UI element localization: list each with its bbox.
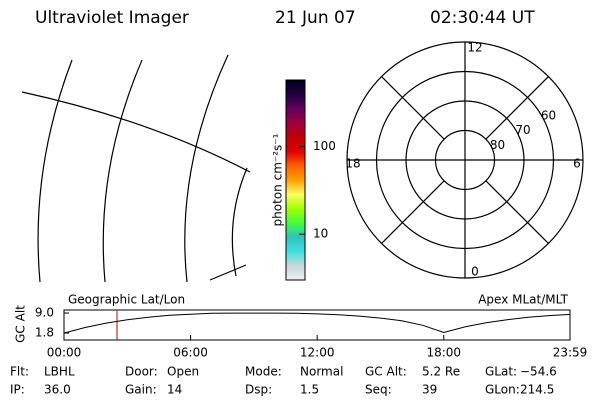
x-tick-label: 00:00 [47, 346, 82, 360]
meridian [102, 59, 143, 283]
lat-label: 60 [541, 108, 556, 122]
mlt-label: 0 [471, 265, 479, 279]
info-value: 5.2 Re [422, 365, 460, 379]
parallel [209, 264, 247, 281]
info-label: Mode: [245, 365, 282, 379]
info-label: GC Alt: [365, 365, 407, 379]
info-value: 36.0 [44, 383, 71, 397]
panel-label: Geographic Lat/Lon [68, 293, 185, 307]
info-label: GLon: [485, 383, 520, 397]
geo-grid [21, 54, 251, 283]
date: 21 Jun 07 [275, 8, 356, 28]
y-tick-label: 9.0 [35, 306, 54, 320]
info-value: 1.5 [300, 383, 319, 397]
info-label: IP: [10, 383, 25, 397]
x-tick-label: 12:00 [300, 346, 335, 360]
info-value: −54.6 [520, 365, 557, 379]
meridian [184, 54, 229, 283]
parallel [21, 91, 251, 173]
title: Ultraviolet Imager [35, 8, 189, 28]
mlt-spoke [485, 76, 549, 140]
mlt-spoke [381, 76, 445, 140]
x-tick-label: 18:00 [426, 346, 461, 360]
mlt-label: 12 [467, 41, 482, 55]
mlt-label: 6 [573, 157, 581, 171]
mlt-spoke [485, 180, 549, 244]
altitude-line [63, 312, 571, 334]
mlt-spoke [381, 180, 445, 244]
info-value: Normal [300, 365, 343, 379]
info-label: Seq: [365, 383, 392, 397]
panel-label: Apex MLat/MLT [478, 293, 568, 307]
meridian [231, 167, 248, 277]
colorbar [285, 79, 306, 281]
info-label: Dsp: [245, 383, 272, 397]
colorbar-tick-label: 100 [313, 139, 336, 153]
lat-label: 80 [490, 138, 505, 152]
info-value: 39 [422, 383, 437, 397]
y-axis-label: GC Alt [14, 305, 28, 343]
colorbar-tick-label: 10 [313, 227, 328, 241]
info-label: GLat: [485, 365, 517, 379]
lat-label: 70 [515, 123, 530, 137]
info-value: Open [167, 365, 199, 379]
y-tick-label: 1.8 [35, 326, 54, 340]
x-tick-label: 06:00 [173, 346, 208, 360]
info-label: Gain: [125, 383, 157, 397]
time: 02:30:44 UT [430, 8, 535, 28]
mlt-label: 18 [345, 157, 360, 171]
colorbar-label: photon cm⁻²s⁻¹ [271, 133, 285, 226]
x-tick-label: 23:59 [553, 346, 588, 360]
info-value: 14 [167, 383, 182, 397]
info-label: Flt: [10, 365, 29, 379]
info-value: LBHL [44, 365, 75, 379]
info-label: Door: [125, 365, 158, 379]
meridian [37, 59, 73, 283]
info-value: 214.5 [520, 383, 554, 397]
